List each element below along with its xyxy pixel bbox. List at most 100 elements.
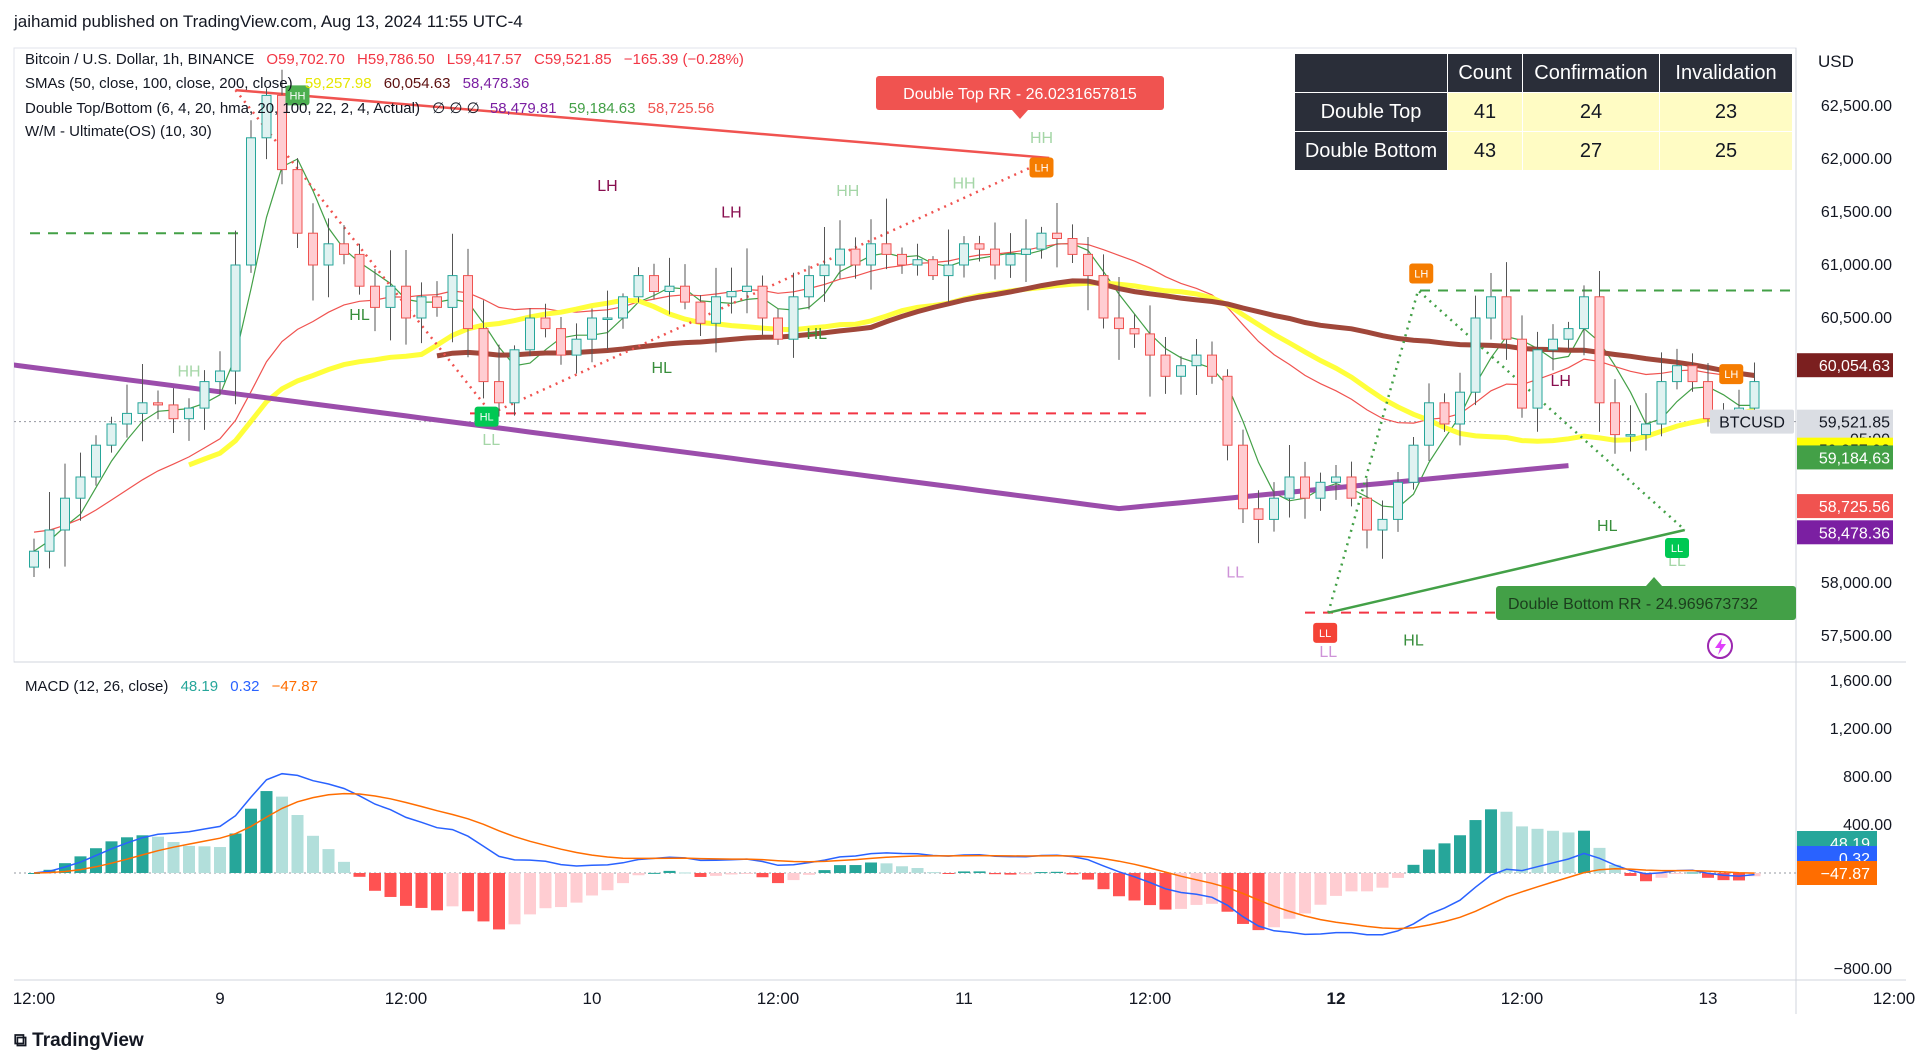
price-tag: 58,478.36 (1797, 520, 1893, 545)
macd-hist-bar (90, 848, 102, 873)
macd-hist-bar (431, 873, 443, 911)
pattern-marker-text: LL (1671, 543, 1683, 555)
candle-body (1067, 238, 1078, 255)
price-tag-bg (1797, 520, 1893, 545)
pivot-text: HH (177, 363, 200, 380)
candle (649, 263, 659, 300)
candle-body (122, 412, 132, 425)
pattern-marker-text: LH (1414, 268, 1428, 280)
candle-body (680, 285, 690, 303)
wm-legend[interactable]: W/M - Ultimate(OS) (10, 30) (25, 123, 212, 140)
symbol-legend[interactable]: Bitcoin / U.S. Dollar, 1h, BINANCE O59,7… (25, 51, 744, 68)
candle (1439, 393, 1450, 432)
candle (354, 243, 365, 295)
candle (1548, 324, 1558, 371)
macd-hist-bar (989, 873, 1001, 875)
currency-label[interactable]: USD (1818, 52, 1854, 71)
candle-body (308, 232, 318, 266)
macd-hist-bar (865, 862, 877, 873)
price-tick-label: 62,000.00 (1821, 151, 1892, 168)
candle-body (835, 248, 845, 266)
price-tag-text: 58,478.36 (1819, 525, 1890, 542)
double-top-bottom-legend[interactable]: Double Top/Bottom (6, 4, 20, hma, 20, 10… (25, 99, 714, 117)
macd-hist-bar (772, 873, 784, 884)
macd-hist-bar (1299, 873, 1311, 914)
macd-hist-bar (741, 873, 753, 874)
pivot-text: HH (1030, 130, 1053, 147)
stats-col-invalidation: Invalidation (1659, 53, 1793, 93)
candle-body (804, 275, 814, 298)
time-tick-label: 10 (583, 989, 602, 1008)
candle (633, 267, 644, 303)
candle-body (664, 285, 675, 293)
candle (695, 295, 706, 336)
candle (1641, 393, 1651, 451)
pattern-marker-box (1029, 157, 1054, 178)
candle (478, 300, 489, 399)
time-tick-label: 12:00 (1501, 989, 1544, 1008)
macd-hist-bar (152, 836, 164, 873)
macd-hist-bar (1686, 872, 1699, 874)
macd-hist-bar (1345, 873, 1358, 892)
macd-hist-bar (694, 873, 707, 877)
macd-legend[interactable]: MACD (12, 26, close) 48.19 0.32 −47.87 (25, 678, 318, 695)
macd-line (33, 772, 1755, 936)
candle-body (199, 381, 210, 409)
candle (29, 538, 39, 577)
macd-hist-bar (1190, 873, 1203, 905)
macd-hist-bar (1547, 830, 1559, 873)
stats-col-confirmation: Confirmation (1522, 53, 1660, 93)
candle (1594, 270, 1605, 432)
macd-hist-bar (710, 873, 722, 876)
candle-body (1377, 518, 1388, 531)
candle-body (928, 259, 938, 277)
pivot-label: HL (807, 326, 828, 343)
pivot-label: HH (177, 363, 200, 380)
candle-body (974, 243, 985, 250)
sma-legend[interactable]: SMAs (50, close, 100, close, 200, close)… (25, 75, 529, 92)
double-bottom-rr-bg (1496, 586, 1796, 620)
candle (44, 491, 55, 569)
candle (1346, 461, 1357, 507)
candle-body (60, 497, 70, 531)
macd-hist-bar (1268, 873, 1280, 928)
price-tag-bg (1797, 445, 1893, 470)
macd-hist-bar (648, 872, 660, 874)
double-top-rr-pointer (1012, 110, 1028, 119)
pivot-labels: HH HL LL HL LH LH HL HH HH HH LL LL HL LH HL LL HH HL LH LH… (177, 85, 1744, 661)
macd-hist-bar (1469, 820, 1482, 873)
pivot-label: HH (1030, 130, 1053, 147)
macd-hist-bar (121, 837, 133, 873)
pivot-label: LH (1551, 373, 1571, 390)
macd-line-value: 0.32 (230, 678, 260, 695)
lightning-icon-bolt (1715, 638, 1726, 655)
macd-hist-bar (1066, 873, 1079, 875)
candle (571, 323, 582, 374)
macd-hist-bar (1485, 809, 1497, 873)
macd-hist-bar (276, 796, 288, 873)
candle (1455, 372, 1465, 446)
tradingview-logo[interactable]: ⧉ TradingView (14, 1030, 144, 1052)
candle-body (277, 94, 287, 171)
macd-hist-bar (384, 873, 397, 897)
candle-body (757, 285, 768, 319)
dtb-label: Double Top/Bottom (6, 4, 20, hma, 20, 10… (25, 100, 420, 117)
wm-label: W/M - Ultimate(OS) (10, 30) (25, 123, 212, 140)
candle (1625, 405, 1636, 452)
sma-100-value: 60,054.63 (383, 75, 451, 92)
pattern-marker: LH (1029, 157, 1054, 178)
candle-body (1300, 476, 1310, 499)
double-bottom-rr-box: Double Bottom RR - 24.969673732 (1496, 577, 1796, 620)
candle (153, 390, 163, 420)
candle (1749, 362, 1760, 418)
double-top-zigzag (234, 89, 1050, 415)
pattern-marker-box (474, 406, 499, 427)
sma-50-value: 59,257.98 (304, 75, 372, 92)
candle-body (711, 296, 721, 324)
candle (990, 222, 1000, 280)
candle (850, 237, 861, 279)
candle-body (168, 404, 179, 420)
candle (1315, 472, 1326, 511)
macd-hist-bar (1438, 843, 1451, 873)
